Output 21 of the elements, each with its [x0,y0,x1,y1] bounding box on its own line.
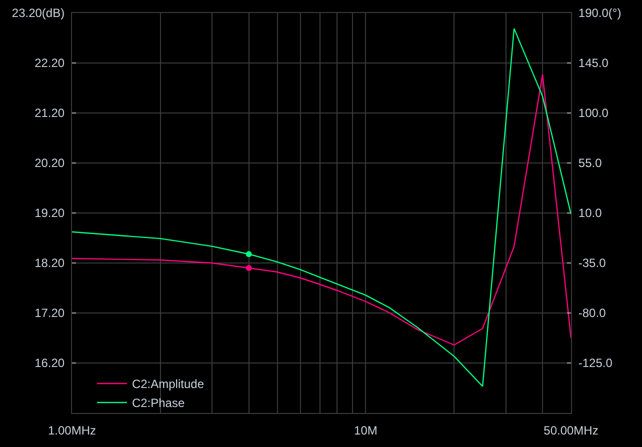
y-tick-label: 20.20 [34,156,65,170]
y2-tick-label: -80.0 [578,306,606,320]
y2-tick-label: 100.0 [578,106,609,120]
y-tick-label: 21.20 [34,106,65,120]
x-tick-label: 1.00MHz [48,423,96,438]
y-tick-label: 18.20 [34,256,65,270]
y2-tick-label: -125.0 [578,356,613,370]
y-tick-label: 22.20 [34,56,65,70]
legend-label: C2:Phase [132,396,185,410]
y2-tick-label: -35.0 [578,256,606,270]
y2-tick-label: 55.0 [578,156,602,170]
y2-tick-label: 190.0(°) [578,6,622,20]
y-tick-label: 17.20 [34,306,65,320]
y-tick-label: 19.20 [34,206,65,220]
x-tick-label: 10M [354,423,378,438]
y2-tick-label: 10.0 [578,206,602,220]
y-tick-label: 16.20 [34,356,65,370]
y2-tick-label: 145.0 [578,56,609,70]
y-tick-label: 23.20(dB) [12,6,65,20]
x-tick-label: 50.00MHz [544,423,598,438]
legend-label: C2:Amplitude [132,377,204,392]
